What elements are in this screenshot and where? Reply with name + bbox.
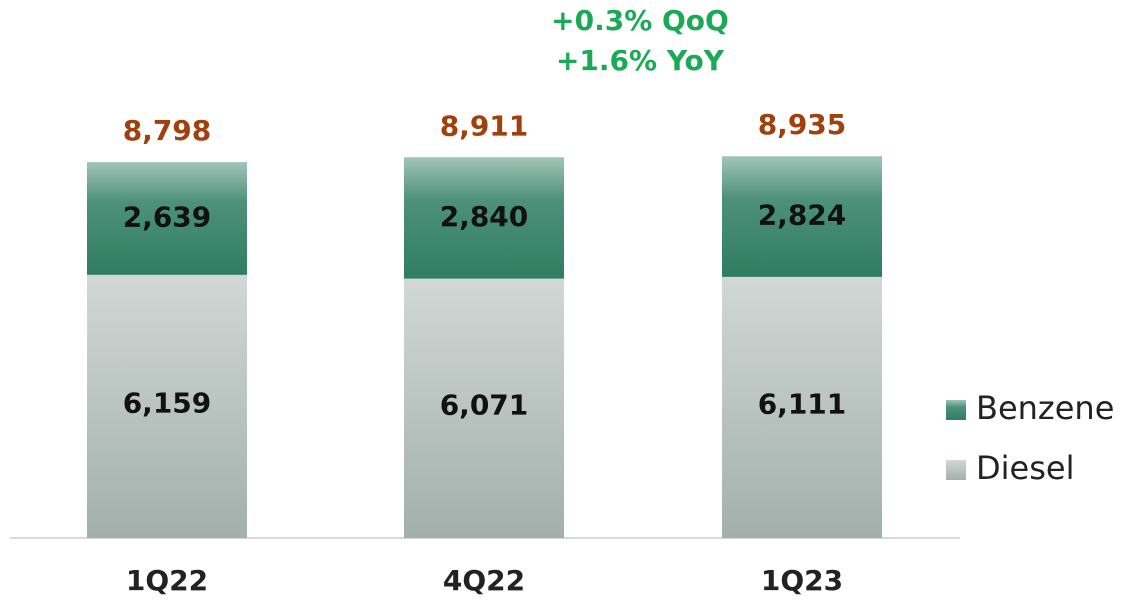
annotation: +0.3% QoQ	[551, 4, 729, 37]
value-label: 6,111	[758, 387, 847, 420]
legend-swatch	[946, 460, 966, 480]
bar-segment	[404, 278, 564, 538]
bar-segment	[87, 162, 247, 275]
legend-swatch	[946, 400, 966, 420]
bar-segment	[404, 157, 564, 279]
x-tick-label: 1Q23	[761, 564, 843, 597]
value-label: 6,071	[440, 388, 529, 421]
annotation: +1.6% YoY	[556, 44, 725, 77]
total-label: 8,935	[758, 108, 847, 141]
value-label: 2,824	[758, 199, 847, 232]
total-label: 8,911	[440, 109, 529, 142]
total-label: 8,798	[123, 114, 212, 147]
x-tick-label: 4Q22	[443, 564, 525, 597]
value-label: 2,840	[440, 200, 529, 233]
value-label: 6,159	[123, 386, 212, 419]
legend-label: Diesel	[976, 449, 1074, 487]
value-label: 2,639	[123, 200, 212, 233]
bar-segment	[722, 156, 882, 277]
x-tick-label: 1Q22	[126, 564, 208, 597]
legend-label: Benzene	[976, 389, 1114, 427]
bar-segment	[87, 274, 247, 538]
bar-segment	[722, 276, 882, 538]
